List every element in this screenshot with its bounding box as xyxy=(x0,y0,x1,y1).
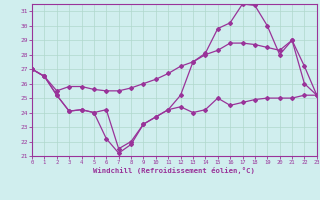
X-axis label: Windchill (Refroidissement éolien,°C): Windchill (Refroidissement éolien,°C) xyxy=(93,167,255,174)
